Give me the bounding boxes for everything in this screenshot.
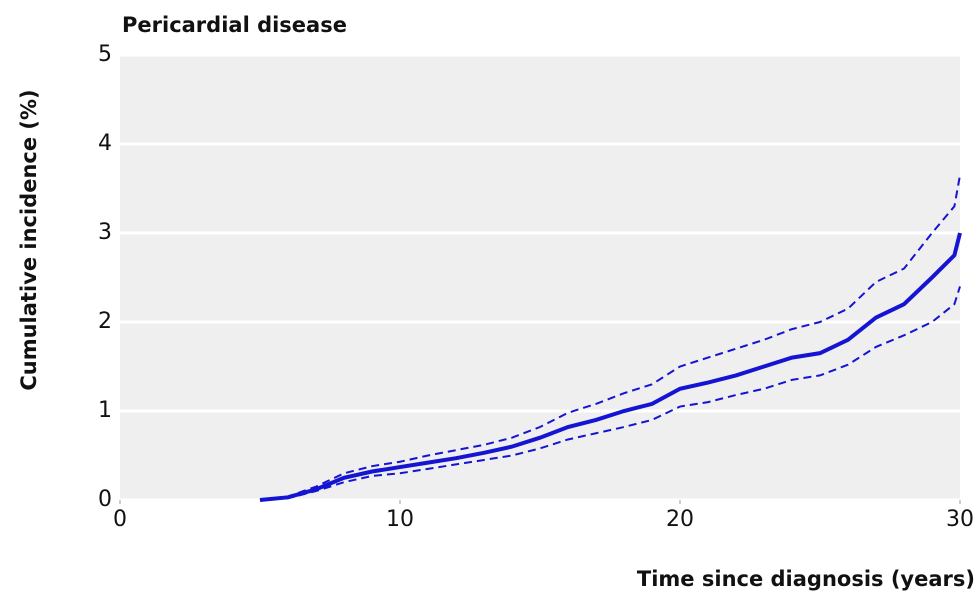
series-line [259, 286, 961, 501]
y-axis-label: Cumulative incidence (%) [17, 89, 41, 390]
plot-area [120, 55, 960, 500]
y-tick-label: 0 [98, 487, 112, 512]
y-tick-label: 5 [98, 42, 112, 67]
series-line [259, 232, 962, 502]
x-tick-label: 0 [113, 507, 127, 532]
series-line [259, 174, 961, 501]
x-tick-label: 30 [946, 507, 974, 532]
y-tick-label: 4 [98, 131, 112, 156]
x-axis-label: Time since diagnosis (years) [637, 567, 975, 591]
y-tick-label: 3 [98, 220, 112, 245]
chart-title: Pericardial disease [122, 13, 347, 37]
x-tick-label: 10 [386, 507, 414, 532]
y-tick-label: 1 [98, 398, 112, 423]
x-tick-label: 20 [666, 507, 694, 532]
y-tick-label: 2 [98, 309, 112, 334]
